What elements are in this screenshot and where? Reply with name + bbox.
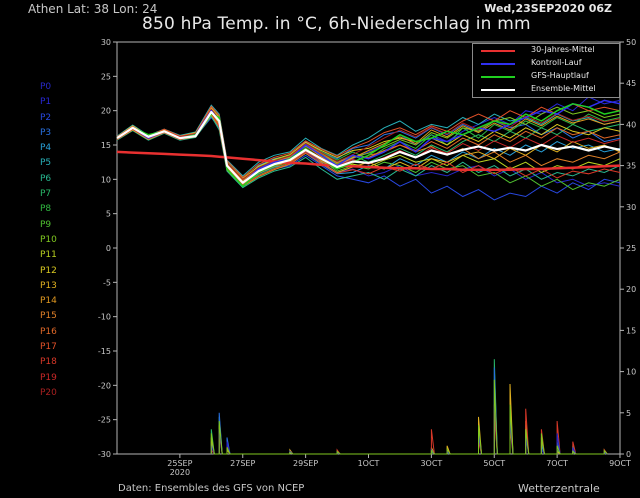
x-tick-label: 9OCT [609,459,631,468]
run-date-label: Wed,23SEP2020 06Z [484,2,612,15]
legend-swatch [481,63,515,65]
x-tick-label: 1OCT [358,459,380,468]
y-left-tick-label: 5 [106,210,111,219]
y-right-tick-label: 45 [626,79,636,88]
member-label-p3: P3 [40,127,52,138]
member-label-p1: P1 [40,97,52,108]
y-right-tick-label: 5 [626,409,631,418]
x-tick-label: 5OCT [483,459,505,468]
member-label-p7: P7 [40,189,52,200]
y-left-tick-label: -25 [98,416,111,425]
x-tick-label: 25SEP [167,459,192,468]
series-line [116,110,621,184]
member-label-p16: P16 [40,326,57,337]
precip-line [210,388,608,455]
y-left-tick-label: 30 [101,38,111,47]
y-left-tick-label: -30 [98,450,111,459]
member-list: P0 P1 P2 P3 P4 P5 P6 P7 P8 P9 P10 P11 P1… [40,80,74,401]
member-label-p20: P20 [40,387,57,398]
ensemble-members-layer [116,96,621,201]
y-left-tick-label: 25 [101,72,111,81]
member-label-p11: P11 [40,250,57,261]
member-line [116,103,621,178]
precipitation-layer [210,359,608,455]
y-left-tick-label: 10 [101,175,111,184]
precip-line [210,367,608,455]
member-label-p12: P12 [40,265,57,276]
member-label-p0: P0 [40,82,52,92]
member-label-p19: P19 [40,372,57,383]
legend-item-climatology: 30-Jahres-Mittel [473,45,619,57]
y-left-tick-label: -10 [98,313,111,322]
series-line [116,150,621,171]
y-left-tick-label: -15 [98,347,111,356]
legend-item-gfs-main-run: GFS-Hauptlauf [473,71,619,83]
legend-label: Kontroll-Lauf [531,58,582,67]
y-right-tick-label: 40 [626,120,636,129]
member-label-p9: P9 [40,219,52,230]
member-label-p8: P8 [40,204,52,215]
location-label: Athen Lat: 38 Lon: 24 [28,2,158,16]
member-label-p6: P6 [40,173,52,184]
y-right-tick-label: 0 [626,450,631,459]
member-label-p5: P5 [40,158,52,169]
member-line [116,115,621,189]
member-label-p2: P2 [40,112,52,123]
member-label-p10: P10 [40,234,57,245]
y-right-tick-label: 15 [626,326,636,335]
x-tick-label: 29SEP [293,459,318,468]
y-left-tick-label: 20 [101,107,111,116]
precip-line [210,379,608,455]
legend-swatch [481,50,515,52]
y-right-tick-label: 25 [626,244,636,253]
member-label-p14: P14 [40,296,57,307]
member-label-p13: P13 [40,280,57,291]
y-right-tick-label: 35 [626,162,636,171]
y-left-tick-label: -20 [98,381,111,390]
x-tick-label: 27SEP [230,459,255,468]
member-label-p18: P18 [40,357,57,368]
chart-title: 850 hPa Temp. in °C, 6h-Niederschlag in … [142,14,531,34]
member-label-p17: P17 [40,342,57,353]
legend-item-ensemble-mean: Ensemble-Mittel [473,84,619,96]
y-right-tick-label: 20 [626,285,636,294]
x-axis: 25SEP 27SEP 29SEP 1OCT 3OCT 5OCT 7OCT 9OCT 2020 [167,454,631,477]
x-year-label: 2020 [170,468,190,477]
highlight-series-layer [116,99,621,187]
y-left-tick-label: 0 [106,244,111,253]
precip-line [210,359,608,455]
plot-frame [116,41,621,455]
y-left-tick-label: 15 [101,141,111,150]
y-right-tick-label: 30 [626,203,636,212]
y-left-tick-label: -5 [103,278,111,287]
brand-label: Wetterzentrale [518,482,600,495]
legend-label: 30-Jahres-Mittel [531,45,595,54]
legend-label: Ensemble-Mittel [531,84,596,93]
legend: 30-Jahres-Mittel Kontroll-Lauf GFS-Haupt… [472,43,620,98]
x-tick-label: 7OCT [546,459,568,468]
data-source-label: Daten: Ensembles des GFS von NCEP [118,483,305,494]
y-right-tick-label: 50 [626,38,636,47]
x-tick-label: 3OCT [420,459,442,468]
y-axis-left: 30 25 20 15 10 5 0 -5 -10 -15 -20 -25 -30 [98,38,117,459]
precip-line [210,383,608,455]
member-label-p15: P15 [40,311,57,322]
member-line [116,104,621,177]
legend-item-control-run: Kontroll-Lauf [473,58,619,70]
legend-swatch [481,89,515,91]
precip-line [210,408,608,455]
y-right-tick-label: 10 [626,368,636,377]
legend-swatch [481,76,515,78]
member-label-p4: P4 [40,143,52,154]
legend-label: GFS-Hauptlauf [531,71,589,80]
